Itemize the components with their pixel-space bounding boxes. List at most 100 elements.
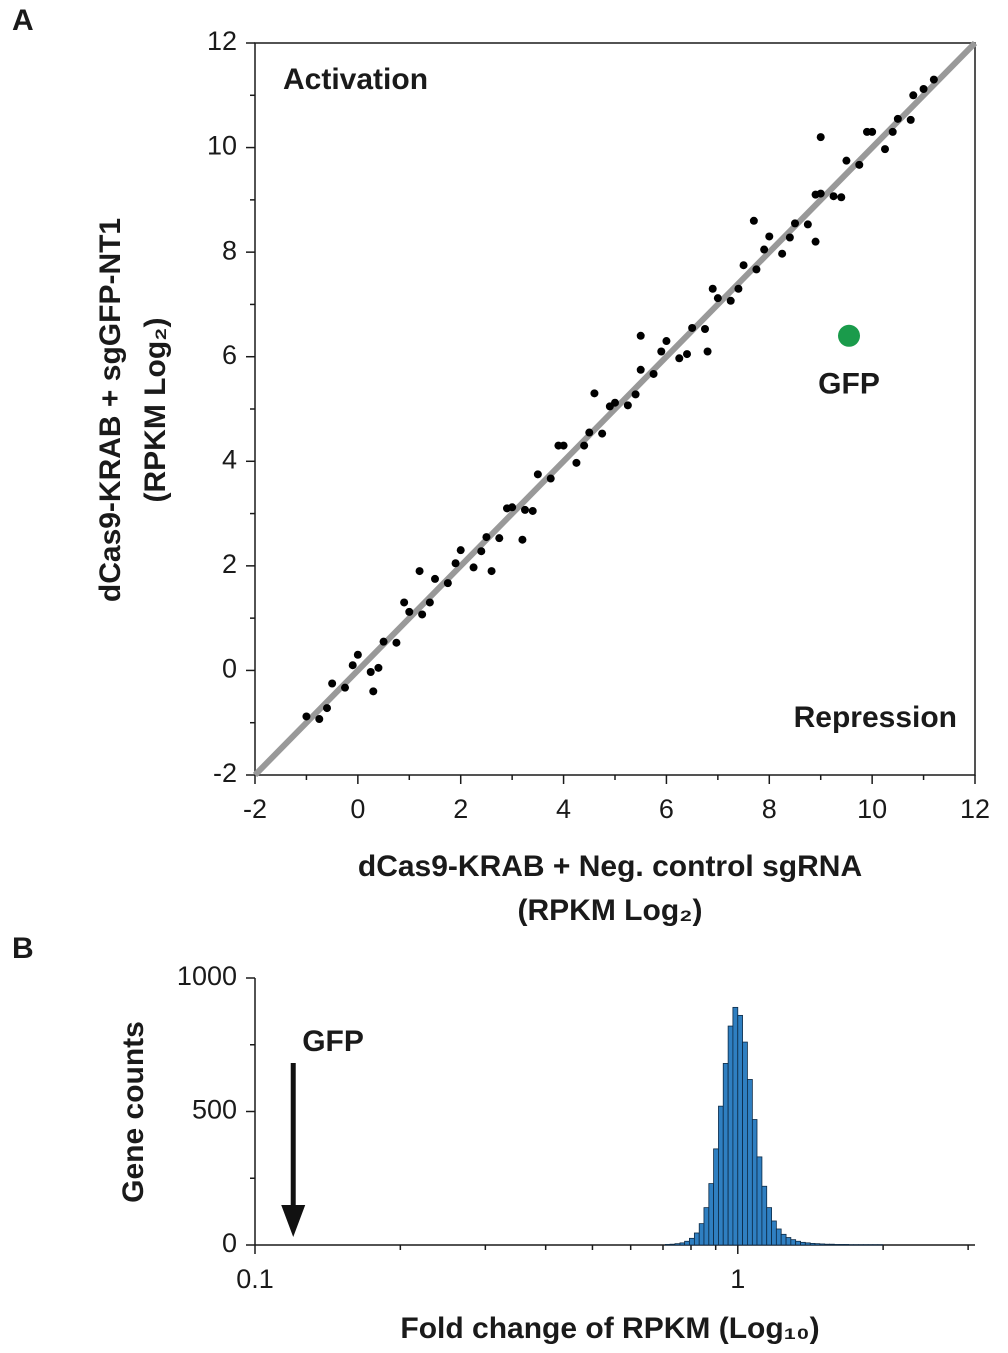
histogram-bar (809, 1242, 816, 1246)
y-axis-title: Gene counts (117, 1021, 150, 1203)
data-point (657, 347, 666, 356)
data-point (855, 160, 864, 169)
data-point (431, 574, 439, 583)
histogram-bar (790, 1239, 797, 1246)
y-tick-label: 0 (222, 1228, 237, 1258)
data-point (752, 265, 761, 274)
x-tick-label: -2 (243, 794, 267, 824)
data-point (374, 663, 383, 672)
histogram-bar (713, 1148, 719, 1246)
x-tick-label: 6 (659, 794, 674, 824)
data-point (881, 145, 889, 154)
annotation: GFP (302, 1025, 364, 1058)
data-point (482, 533, 491, 542)
data-point (703, 347, 712, 356)
data-point (811, 190, 820, 199)
data-point (605, 402, 614, 411)
annotation: Repression (794, 701, 957, 734)
data-point (315, 715, 324, 724)
data-point (906, 115, 915, 124)
data-point (688, 323, 697, 332)
y-axis-title: dCas9-KRAB + sgGFP-NT1 (94, 218, 127, 602)
data-point (708, 284, 717, 293)
data-point (662, 337, 671, 346)
data-point (328, 679, 337, 688)
data-point (909, 91, 918, 100)
data-point (341, 683, 349, 692)
data-point (400, 598, 409, 607)
data-point (554, 441, 563, 450)
data-point (379, 637, 388, 646)
y-tick-label: -2 (213, 758, 237, 788)
histogram-bar (727, 1025, 734, 1246)
x-tick-label: 2 (453, 794, 468, 824)
data-point (863, 127, 871, 136)
y-tick-label: 500 (192, 1095, 237, 1125)
histogram-bar (669, 1243, 676, 1246)
data-point (803, 220, 812, 229)
data-point (392, 638, 401, 647)
data-point (726, 296, 735, 305)
histogram-bar (761, 1185, 768, 1246)
data-point (521, 505, 529, 514)
histogram-bar (703, 1207, 710, 1246)
data-point (585, 428, 594, 437)
histogram-bar (829, 1243, 835, 1246)
histogram-bar (718, 1105, 724, 1246)
y-tick-label: 4 (222, 444, 237, 474)
histogram-bar (785, 1237, 792, 1246)
data-point (837, 193, 846, 202)
histogram-bar (800, 1241, 806, 1246)
data-point (713, 294, 722, 303)
x-tick-label: 0.1 (236, 1264, 274, 1294)
panel-label: A (12, 4, 34, 37)
histogram-bar (795, 1240, 801, 1246)
x-tick-label: 0 (350, 794, 365, 824)
histogram-bar (775, 1228, 782, 1246)
data-point (451, 559, 460, 568)
histogram-bar (732, 1006, 739, 1246)
data-point (842, 156, 851, 165)
data-point (919, 85, 928, 94)
annotation-arrow-head (281, 1205, 306, 1237)
data-point (405, 607, 414, 616)
data-point (580, 441, 589, 450)
data-point (533, 470, 542, 479)
y-axis-title: (RPKM Log₂) (139, 318, 172, 503)
x-axis-title: dCas9-KRAB + Neg. control sgRNA (358, 850, 862, 883)
histogram-bar (751, 1119, 758, 1246)
histogram-bar (819, 1243, 826, 1246)
histogram-bar (708, 1183, 714, 1246)
histogram-bar (833, 1244, 840, 1246)
histogram-bar (722, 1063, 729, 1246)
histogram-bar (664, 1244, 671, 1246)
data-point (415, 567, 424, 576)
panel-label: B (12, 932, 34, 965)
x-axis-title: (RPKM Log₂) (518, 894, 703, 927)
histogram-bar (674, 1243, 681, 1246)
data-point (456, 546, 465, 555)
point-label: GFP (818, 368, 880, 401)
data-point (888, 127, 897, 136)
data-point (649, 369, 658, 378)
data-point (528, 506, 537, 515)
histogram-bar (843, 1244, 850, 1246)
histogram-bar (838, 1244, 845, 1246)
histogram-bar (771, 1220, 777, 1246)
data-point (739, 261, 748, 270)
x-tick-label: 10 (857, 794, 887, 824)
data-point (765, 232, 774, 241)
x-axis-title: Fold change of RPKM (Log₁₀) (400, 1312, 819, 1345)
x-tick-label: 8 (762, 794, 777, 824)
histogram-bar (804, 1242, 811, 1246)
data-point (929, 75, 938, 84)
data-point (469, 563, 478, 572)
x-tick-label: 12 (960, 794, 990, 824)
data-point (418, 610, 427, 619)
y-tick-label: 10 (207, 131, 237, 161)
data-point (636, 331, 645, 340)
data-point (636, 365, 645, 374)
data-point (590, 389, 599, 398)
y-tick-label: 0 (222, 654, 237, 684)
